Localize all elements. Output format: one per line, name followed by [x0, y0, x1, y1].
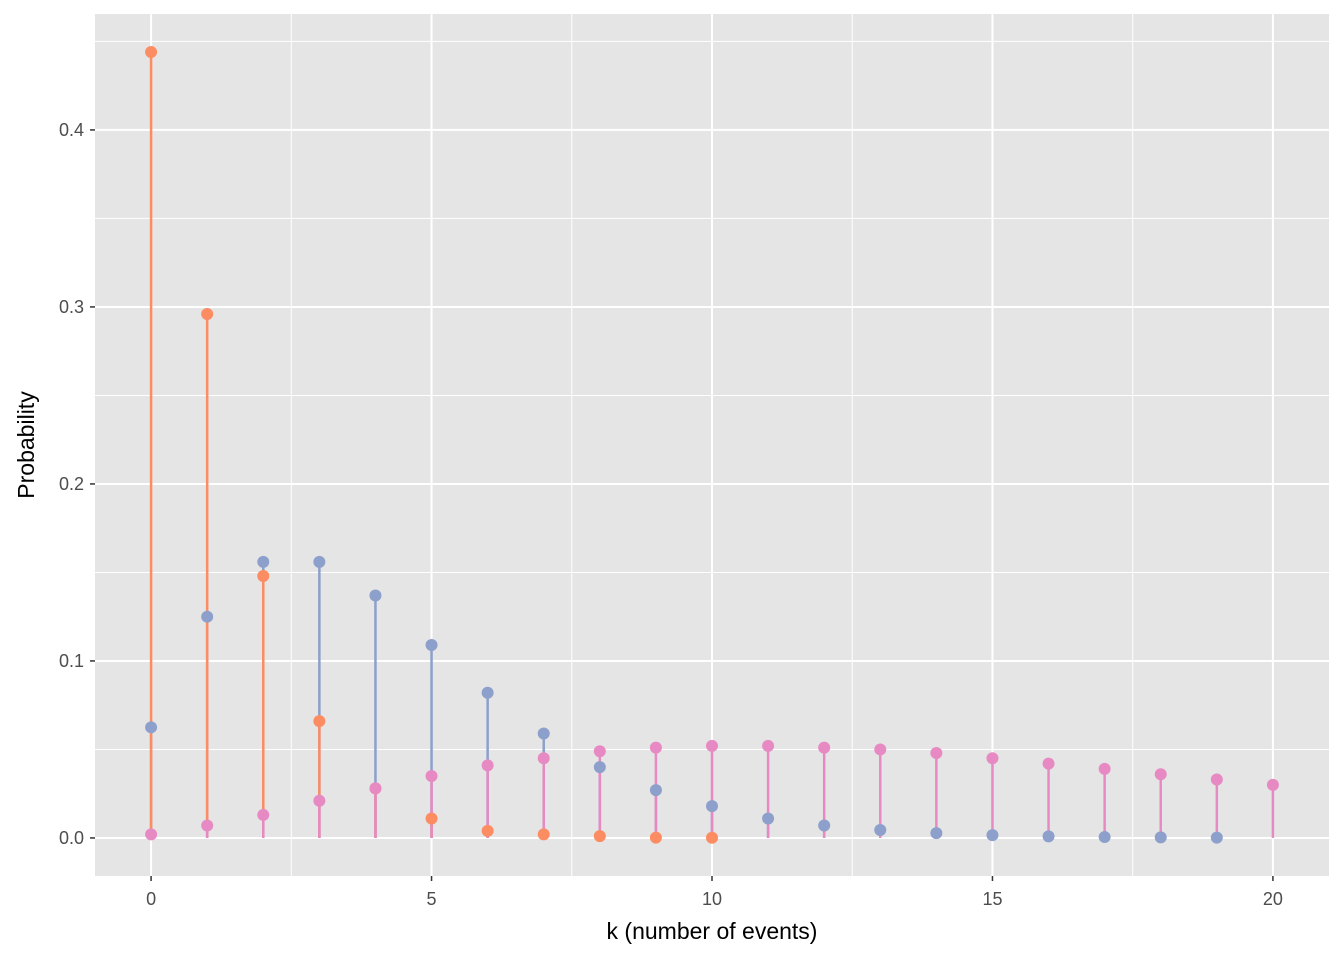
data-point [201, 819, 214, 832]
x-tick-label: 5 [427, 889, 437, 909]
data-point [145, 721, 158, 734]
x-tick-label: 10 [702, 889, 722, 909]
data-point [257, 555, 270, 568]
data-point [537, 727, 550, 740]
data-point [145, 46, 158, 59]
data-point [145, 828, 158, 841]
x-tick-label: 0 [146, 889, 156, 909]
stems [149, 52, 1275, 838]
y-tick-label: 0.4 [59, 120, 84, 140]
data-point [313, 794, 326, 807]
data-point [986, 829, 999, 842]
data-point [481, 686, 494, 699]
data-point [593, 761, 606, 774]
data-point [706, 739, 718, 752]
data-point [369, 782, 382, 795]
x-axis: 0 5 10 15 20 [146, 876, 1283, 909]
data-point [201, 308, 214, 321]
data-point [706, 800, 718, 813]
data-point [257, 808, 270, 821]
data-point [425, 769, 438, 782]
x-tick-label: 20 [1263, 889, 1283, 909]
data-point [649, 784, 662, 797]
data-point [818, 741, 831, 754]
y-tick-label: 0.1 [59, 651, 84, 671]
data-point [1210, 831, 1223, 844]
data-point [762, 739, 775, 752]
data-point [425, 812, 438, 825]
data-point [649, 831, 662, 844]
data-point [818, 819, 831, 832]
data-point [1210, 773, 1223, 786]
y-tick-label: 0.3 [59, 297, 84, 317]
data-point [1266, 778, 1279, 791]
data-point [930, 827, 943, 840]
data-point [930, 746, 943, 759]
points [145, 46, 1279, 844]
data-point [1098, 762, 1111, 775]
data-point [1098, 831, 1111, 844]
data-point [537, 752, 550, 765]
data-point [1154, 768, 1167, 781]
data-point [706, 831, 718, 844]
y-axis-title: Probability [13, 391, 39, 499]
data-point [481, 824, 494, 837]
data-point [593, 830, 606, 843]
y-tick-label: 0.0 [59, 828, 84, 848]
y-tick-label: 0.2 [59, 474, 84, 494]
data-point [1042, 830, 1055, 843]
y-axis: 0.0 0.1 0.2 0.3 0.4 [59, 120, 95, 848]
data-point [257, 569, 270, 582]
data-point [762, 812, 775, 825]
data-point [874, 823, 887, 836]
data-point [481, 759, 494, 772]
data-point [369, 589, 382, 602]
data-point [874, 743, 887, 756]
data-point [313, 555, 326, 568]
data-point [649, 741, 662, 754]
data-point [313, 715, 326, 728]
data-point [593, 745, 606, 758]
data-point [537, 828, 550, 841]
data-point [1042, 757, 1055, 770]
x-axis-title: k (number of events) [607, 918, 818, 944]
data-point [201, 610, 214, 623]
data-point [986, 752, 999, 765]
data-point [425, 639, 438, 652]
data-point [1154, 831, 1167, 844]
x-tick-label: 15 [982, 889, 1002, 909]
